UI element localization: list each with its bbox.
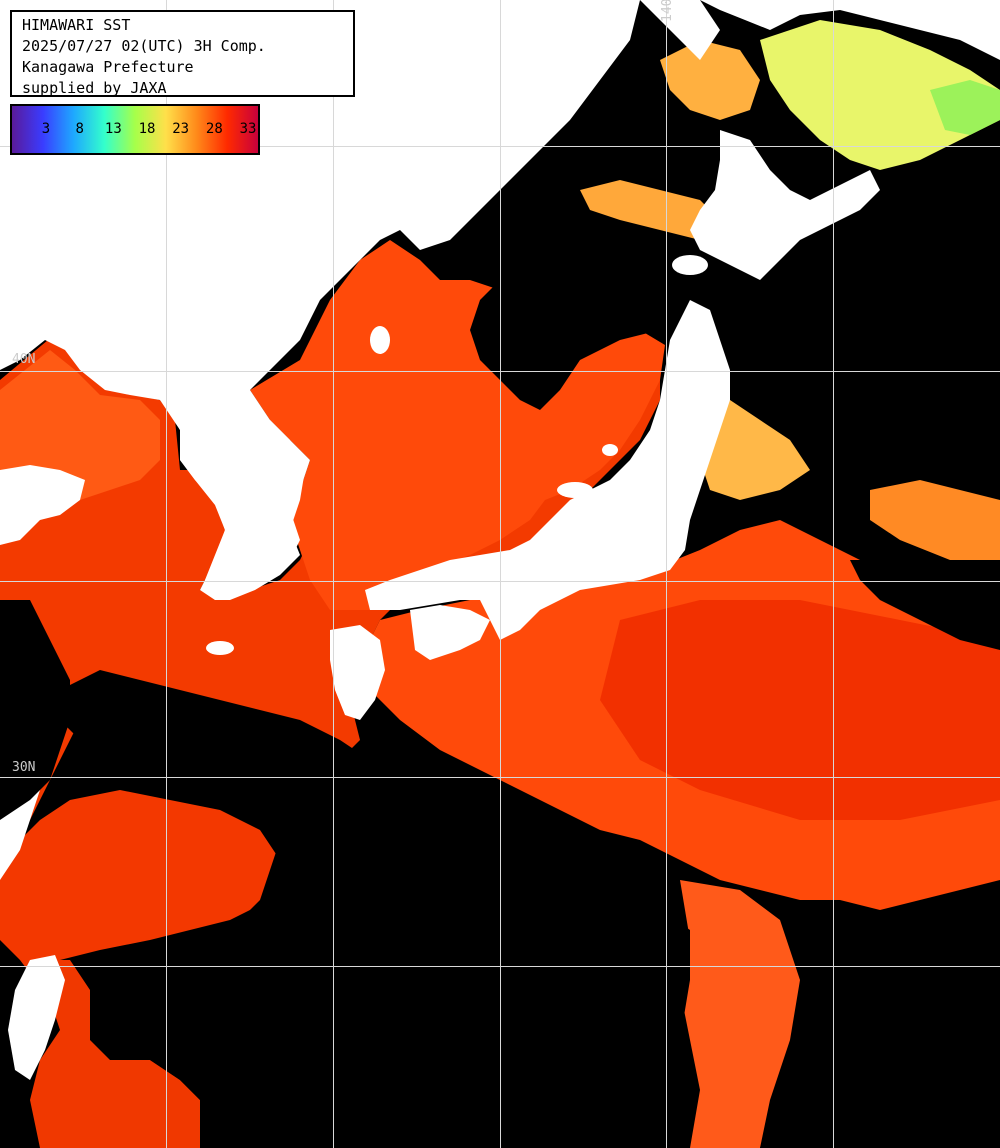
land-sakhalin [640,0,720,60]
info-box: HIMAWARI SST 2025/07/27 02(UTC) 3H Comp.… [10,10,355,97]
colorbar-legend: 3 8 13 18 23 28 33 [10,104,260,155]
colorbar-tick-label: 8 [75,121,84,137]
cloud-east-2 [850,560,1000,650]
colorbar-tick-label: 23 [172,121,190,137]
land-russia-ne [700,0,1000,60]
sst-taiwan-strait [20,960,200,1148]
land-taiwan [8,955,65,1080]
sst-ecs-south [0,790,280,960]
grid-label-40n: 40N [12,352,36,367]
cloud-south-main [100,830,690,1148]
grid-label-140e: 140E [660,0,675,22]
land-island-1 [396,122,424,158]
colorbar-tick-label: 18 [138,121,156,137]
land-island-4 [557,482,593,498]
cloud-west-ecs [0,600,70,820]
sst-north-coast [660,40,760,120]
land-korea [160,390,305,600]
cloud-northeast [470,280,660,410]
sst-okhotsk-green [930,80,1000,135]
sst-hokkaido-west [580,180,720,240]
colorbar-tick-label: 13 [104,121,122,137]
cloud-mask [0,280,1000,1148]
timestamp-label: 2025/07/27 02(UTC) 3H Comp. [22,37,266,55]
credit-label: supplied by JAXA [22,79,167,97]
land-hokkaido [690,130,880,280]
colorbar-tick-label: 3 [41,121,51,137]
cloud-ecs-band [60,670,500,880]
land-jeju [206,641,234,655]
land-kyushu [330,625,385,720]
sst-pacific-hot [600,600,1000,820]
region-label: Kanagawa Prefecture [22,58,194,76]
sst-okhotsk-cold [760,20,1000,170]
cloud-east-pacific [730,300,1000,480]
land-island-2 [370,326,390,354]
land-island-5 [602,444,618,456]
colorbar-tick-label: 28 [205,121,223,137]
land-honshu [365,300,730,640]
land-china-east [0,465,85,545]
sst-east-patch-2 [870,480,1000,560]
land-island-3 [672,255,708,275]
product-title: HIMAWARI SST [22,16,131,34]
cloud-southeast [760,890,1000,1148]
grid-label-30n: 30N [12,760,36,775]
colorbar-tick-label: 33 [239,121,257,137]
land-shikoku [410,605,490,660]
sst-tohoku-offshore [700,400,810,500]
sst-pacific-south-tongue [680,880,800,1148]
